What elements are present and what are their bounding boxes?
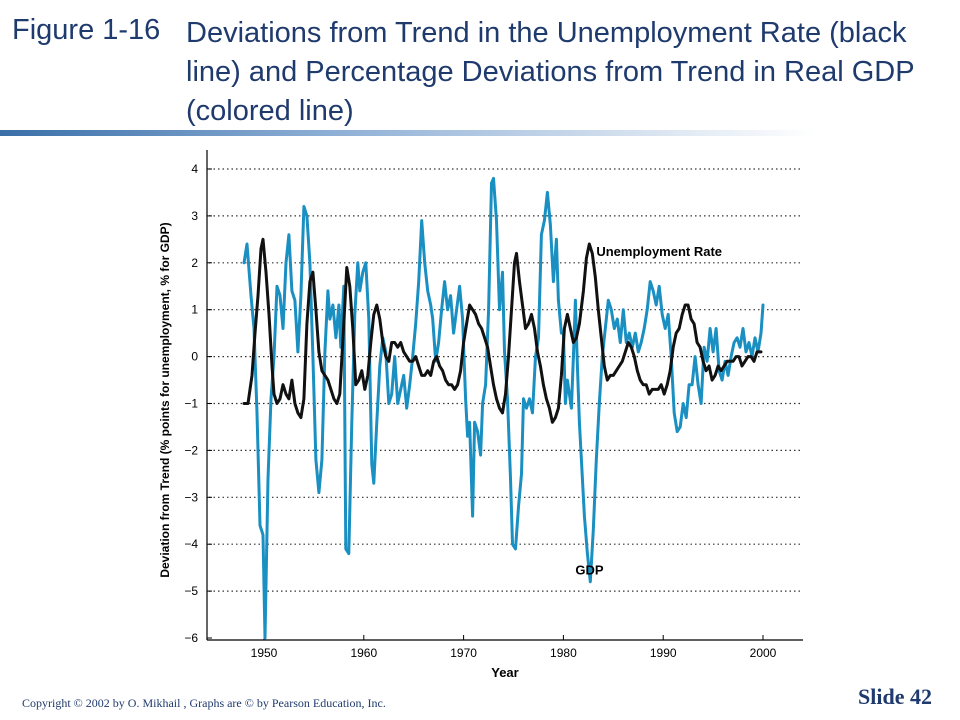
y-tick-label: 4 xyxy=(191,162,198,176)
y-tick-label: 0 xyxy=(191,350,198,364)
slide-number: Slide 42 xyxy=(858,684,932,709)
x-tick-label: 1960 xyxy=(350,646,377,660)
axes: −6 −5 −4 −3 −2 −1 0 1 2 3 4 1950 1960 1970 1980 1990 200… xyxy=(184,150,803,660)
x-tick-label: 1990 xyxy=(650,646,677,660)
chart-labels: Year Deviation from Trend (% points for u… xyxy=(158,222,722,680)
y-tick-label: −4 xyxy=(184,537,198,551)
y-tick-label: −5 xyxy=(184,584,198,598)
y-tick-label: −3 xyxy=(184,490,198,504)
y-tick-label: 2 xyxy=(191,256,198,270)
y-tick-label: −2 xyxy=(184,443,198,457)
title-underline xyxy=(0,130,960,136)
x-tick-label: 1950 xyxy=(251,646,278,660)
y-tick-label: 1 xyxy=(191,303,198,317)
x-tick-label: 1980 xyxy=(550,646,577,660)
copyright-notice: Copyright © 2002 by O. Mikhail , Graphs … xyxy=(22,696,386,710)
x-tick-label: 1970 xyxy=(450,646,477,660)
y-axis-title: Deviation from Trend (% points for unemp… xyxy=(158,222,172,577)
slide-title: Deviations from Trend in the Unemploymen… xyxy=(186,17,915,127)
x-tick-label: 2000 xyxy=(750,646,777,660)
unemployment-line xyxy=(242,237,763,424)
y-tick-label: 3 xyxy=(191,209,198,223)
unemployment-series-label: Unemployment Rate xyxy=(596,244,722,259)
y-tick-label: −1 xyxy=(184,397,198,411)
series-lines xyxy=(242,176,765,640)
gdp-line xyxy=(242,176,765,640)
y-tick-label: −6 xyxy=(184,631,198,645)
figure-number: Figure 1-16 xyxy=(12,14,161,46)
x-axis-title: Year xyxy=(491,665,518,680)
gdp-series-label: GDP xyxy=(575,563,604,578)
